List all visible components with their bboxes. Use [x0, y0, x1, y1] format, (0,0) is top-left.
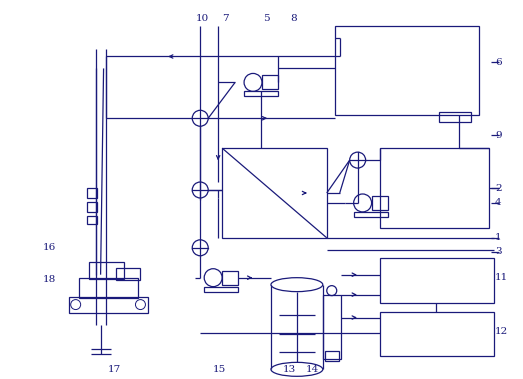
Text: 12: 12	[495, 327, 508, 336]
Bar	[380, 258, 494, 302]
Bar	[87, 202, 97, 212]
Text: 7: 7	[222, 14, 229, 23]
Bar	[87, 216, 97, 224]
Bar	[380, 148, 489, 228]
Text: 5: 5	[263, 14, 270, 23]
Bar	[222, 148, 327, 238]
Text: 16: 16	[43, 243, 56, 252]
Bar	[372, 196, 388, 210]
Bar	[323, 294, 340, 359]
Bar	[380, 312, 494, 356]
Bar	[262, 75, 278, 89]
Bar	[116, 268, 141, 280]
Text: 2: 2	[495, 183, 502, 193]
Text: 14: 14	[306, 365, 319, 374]
Text: 10: 10	[196, 14, 210, 23]
Text: 1: 1	[495, 233, 502, 242]
Text: 9: 9	[495, 131, 502, 140]
Bar	[222, 271, 238, 285]
Text: 6: 6	[495, 58, 502, 67]
Text: 3: 3	[495, 247, 502, 256]
Text: 15: 15	[213, 365, 226, 374]
Bar	[87, 188, 97, 198]
Text: 4: 4	[495, 199, 502, 207]
Bar	[244, 91, 278, 96]
Bar	[354, 212, 388, 217]
Bar	[78, 278, 139, 298]
Text: 8: 8	[290, 14, 297, 23]
Bar	[439, 112, 471, 122]
Text: 11: 11	[495, 273, 508, 282]
Bar	[325, 351, 339, 361]
Text: 17: 17	[108, 365, 121, 374]
Bar	[69, 297, 149, 313]
Bar	[335, 26, 479, 115]
Text: 13: 13	[283, 365, 296, 374]
Bar	[204, 287, 238, 291]
Text: 18: 18	[43, 275, 56, 284]
Bar	[88, 262, 123, 279]
